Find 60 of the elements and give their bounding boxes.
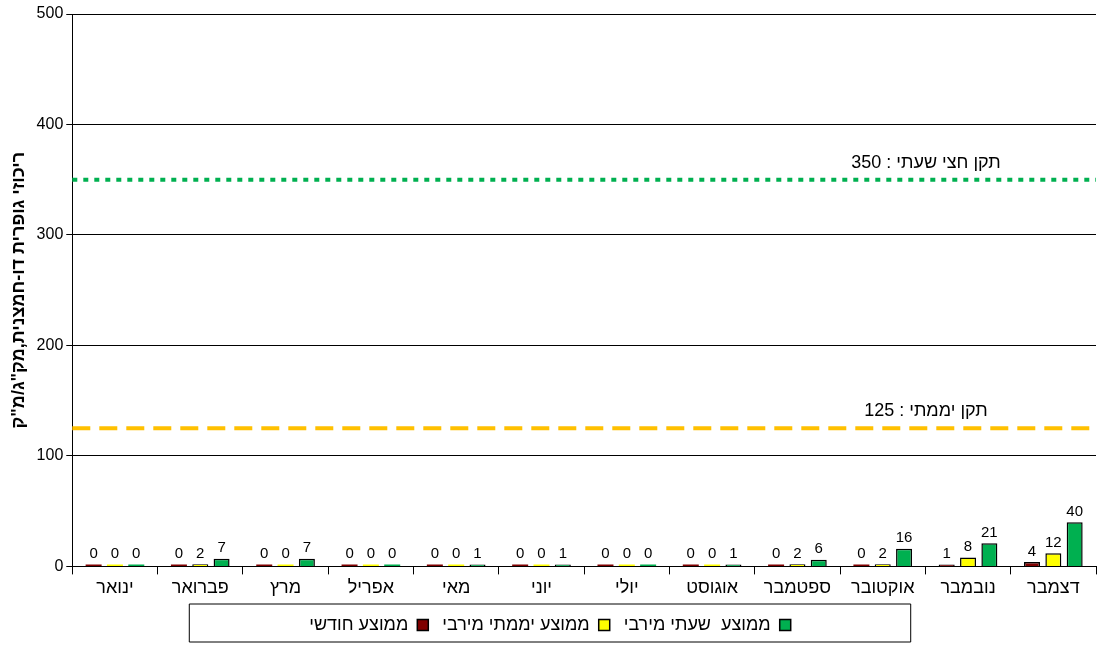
data-label: 0 bbox=[601, 544, 610, 562]
data-label: 0 bbox=[132, 544, 141, 562]
data-label: 21 bbox=[981, 522, 998, 540]
x-tick-label: אפריל bbox=[347, 577, 395, 598]
data-label: 0 bbox=[345, 544, 354, 562]
data-label: 6 bbox=[814, 539, 823, 557]
x-tick-label: פברואר bbox=[171, 577, 229, 598]
data-label: 0 bbox=[707, 544, 717, 562]
legend-label: ממוצע חודשי bbox=[309, 613, 409, 634]
data-label: 7 bbox=[217, 538, 226, 556]
y-tick-label: 500 bbox=[36, 4, 64, 22]
data-label: 0 bbox=[110, 544, 120, 562]
data-label: 0 bbox=[260, 544, 269, 562]
y-tick-label: 0 bbox=[54, 556, 64, 574]
y-tick-label: 400 bbox=[36, 114, 64, 132]
x-tick-label: נובמבר bbox=[940, 577, 996, 598]
data-label: 0 bbox=[515, 544, 525, 562]
data-label: 4 bbox=[1027, 541, 1037, 559]
data-label: 16 bbox=[895, 528, 913, 546]
data-label: 0 bbox=[857, 544, 866, 562]
data-label: 0 bbox=[537, 544, 546, 562]
legend-label: ממוצע יממתי מירבי bbox=[442, 613, 590, 634]
data-label: 0 bbox=[686, 544, 695, 562]
x-tick-label: דצמבר bbox=[1027, 577, 1080, 598]
data-label: 1 bbox=[729, 544, 738, 562]
data-label: 0 bbox=[281, 544, 290, 562]
data-label: 0 bbox=[622, 544, 631, 562]
legend-label: ממוצע שעתי מירבי bbox=[623, 613, 771, 634]
ref-line-label: תקן חצי שעתי : 350 bbox=[851, 151, 1001, 172]
x-tick-label: מרץ bbox=[270, 577, 302, 598]
y-tick-label: 300 bbox=[36, 225, 64, 243]
data-label: 0 bbox=[643, 544, 653, 562]
data-label: 2 bbox=[196, 543, 205, 561]
ref-line-label: תקן יממתי : 125 bbox=[864, 400, 988, 421]
data-label: 1 bbox=[558, 544, 567, 562]
data-label: 0 bbox=[174, 544, 184, 562]
y-tick-label: 200 bbox=[36, 335, 64, 353]
data-label: 2 bbox=[878, 543, 887, 561]
y-axis-title: ריכוזי גופרית דו-חמצנית,מק"ג/מ"ק bbox=[7, 151, 28, 429]
data-label: 0 bbox=[771, 544, 781, 562]
data-label: 0 bbox=[452, 544, 461, 562]
x-tick-label: יוני bbox=[530, 577, 553, 598]
x-tick-label: יולי bbox=[615, 577, 639, 598]
data-label: 12 bbox=[1045, 532, 1062, 550]
x-tick-label: אוגוסט bbox=[686, 577, 739, 598]
data-label: 0 bbox=[388, 544, 397, 562]
x-tick-label: מאי bbox=[442, 577, 471, 598]
data-label: 0 bbox=[89, 544, 98, 562]
data-label: 2 bbox=[793, 543, 802, 561]
x-tick-label: אוקטובר bbox=[851, 577, 916, 598]
x-tick-label: ינואר bbox=[96, 577, 134, 598]
data-label: 40 bbox=[1066, 501, 1084, 519]
data-label: 0 bbox=[430, 544, 440, 562]
data-label: 8 bbox=[963, 537, 973, 555]
data-label: 1 bbox=[942, 544, 951, 562]
x-tick-label: ספטמבר bbox=[763, 577, 831, 598]
data-label: 7 bbox=[302, 538, 312, 556]
data-label: 0 bbox=[366, 544, 376, 562]
data-label: 1 bbox=[473, 544, 482, 562]
y-tick-label: 100 bbox=[36, 446, 64, 464]
